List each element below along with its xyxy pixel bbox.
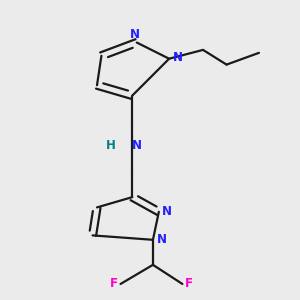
Text: H: H bbox=[106, 139, 116, 152]
Text: F: F bbox=[185, 278, 193, 290]
Text: N: N bbox=[132, 139, 142, 152]
Text: N: N bbox=[173, 51, 183, 64]
Text: F: F bbox=[110, 278, 118, 290]
Text: N: N bbox=[157, 233, 166, 246]
Text: N: N bbox=[130, 28, 140, 41]
Text: N: N bbox=[162, 205, 172, 218]
